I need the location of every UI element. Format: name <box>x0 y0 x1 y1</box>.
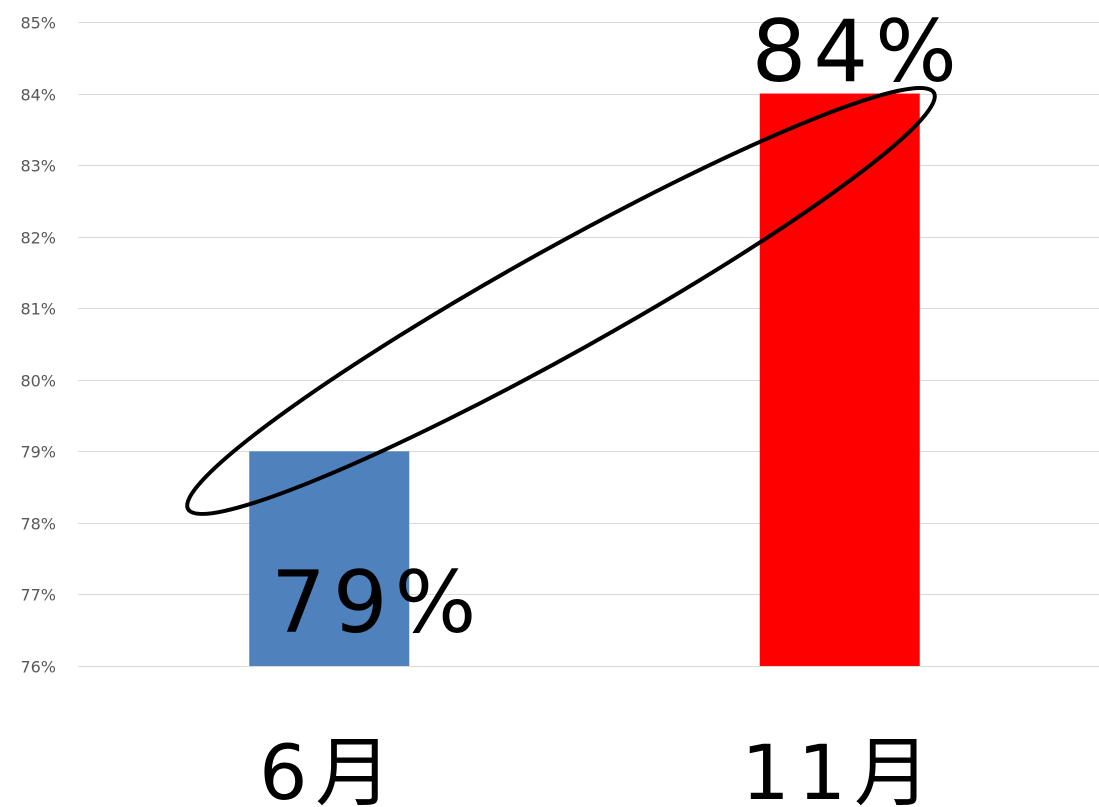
y-tick-label: 76% <box>20 658 56 677</box>
y-tick-label: 83% <box>20 157 56 176</box>
x-tick-label: 11月 <box>741 728 938 807</box>
annotation-ellipse <box>185 85 937 516</box>
x-axis-ticks: 6月 11月 <box>259 728 938 807</box>
y-tick-label: 82% <box>20 229 56 248</box>
y-tick-label: 80% <box>20 372 56 391</box>
y-tick-label: 85% <box>20 14 56 33</box>
y-axis-ticks: 76% 77% 78% 79% 80% 81% 82% 83% 84% 85% <box>20 14 56 677</box>
bar <box>759 93 920 667</box>
y-tick-label: 84% <box>20 86 56 105</box>
x-tick-label: 6月 <box>259 728 399 807</box>
gridlines <box>78 22 1099 667</box>
data-label: 79% <box>271 553 483 653</box>
y-tick-label: 79% <box>20 443 56 462</box>
y-tick-label: 77% <box>20 586 56 605</box>
y-tick-label: 81% <box>20 300 56 319</box>
bars <box>249 93 920 667</box>
annotation-layer <box>185 85 937 516</box>
data-label: 84% <box>752 2 964 102</box>
data-labels: 79% 84% <box>271 2 964 653</box>
bar <box>249 451 410 666</box>
y-tick-label: 78% <box>20 515 56 534</box>
